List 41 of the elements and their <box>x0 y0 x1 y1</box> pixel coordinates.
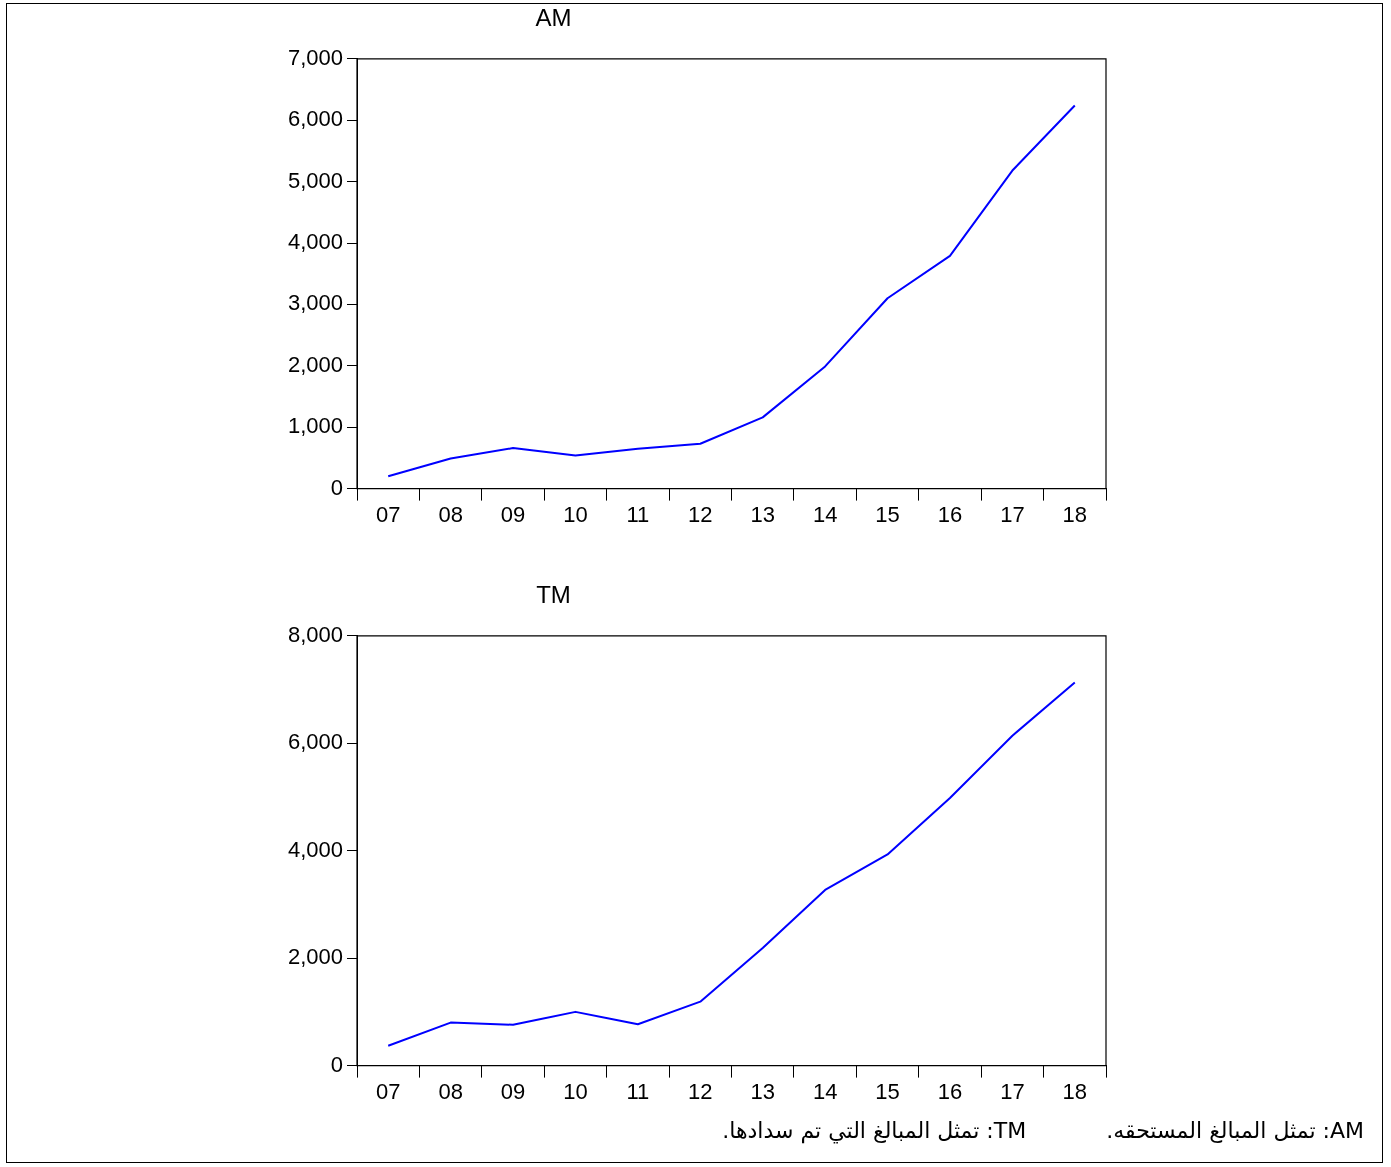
x-tick-label: 08 <box>438 501 463 527</box>
x-tick-label: 08 <box>438 1078 463 1104</box>
x-tick-label: 17 <box>1000 1078 1025 1104</box>
x-tick-label: 14 <box>812 1078 838 1104</box>
x-tick-label: 12 <box>688 1078 713 1104</box>
x-tick-label: 15 <box>875 501 900 527</box>
x-tick-label: 13 <box>750 1078 775 1104</box>
y-tick-label: 6,000 <box>287 729 343 755</box>
y-tick-label: 2,000 <box>287 351 343 377</box>
chart-title: TM <box>536 581 571 609</box>
y-tick-label: 0 <box>330 1051 343 1077</box>
y-tick-label: 8,000 <box>287 621 343 647</box>
x-tick-label: 15 <box>875 1078 900 1104</box>
x-tick-label: 09 <box>500 1078 526 1104</box>
x-tick-label: 07 <box>375 501 401 527</box>
y-tick-label: 4,000 <box>287 836 343 862</box>
y-tick-label: 7,000 <box>287 44 343 70</box>
x-tick-label: 13 <box>750 501 775 527</box>
x-tick-label: 09 <box>500 501 526 527</box>
x-tick-label: 12 <box>688 501 713 527</box>
x-tick-label: 18 <box>1062 501 1088 527</box>
y-tick-label: 2,000 <box>287 944 343 970</box>
y-tick-label: 3,000 <box>287 290 343 316</box>
y-tick-label: 5,000 <box>287 167 343 193</box>
x-tick-label: 18 <box>1062 1078 1088 1104</box>
y-tick-label: 1,000 <box>287 413 343 439</box>
text: TM: تمثل المبالغ التي تم سدادها. <box>722 1118 1027 1143</box>
x-tick-label: 11 <box>626 501 650 527</box>
x-tick-label: 07 <box>375 1078 401 1104</box>
x-tick-label: 14 <box>812 501 838 527</box>
y-tick-label: 0 <box>330 474 343 500</box>
x-tick-label: 10 <box>563 1078 588 1104</box>
x-tick-label: 16 <box>937 1078 963 1104</box>
x-tick-label: 17 <box>1000 501 1025 527</box>
y-tick-label: 4,000 <box>287 229 343 255</box>
x-tick-label: 10 <box>563 501 588 527</box>
x-tick-label: 16 <box>937 501 963 527</box>
chart-title: AM <box>535 4 572 32</box>
y-tick-label: 6,000 <box>287 106 343 132</box>
text: AM: تمثل المبالغ المستحقه. <box>1106 1118 1364 1143</box>
x-tick-label: 11 <box>626 1078 650 1104</box>
